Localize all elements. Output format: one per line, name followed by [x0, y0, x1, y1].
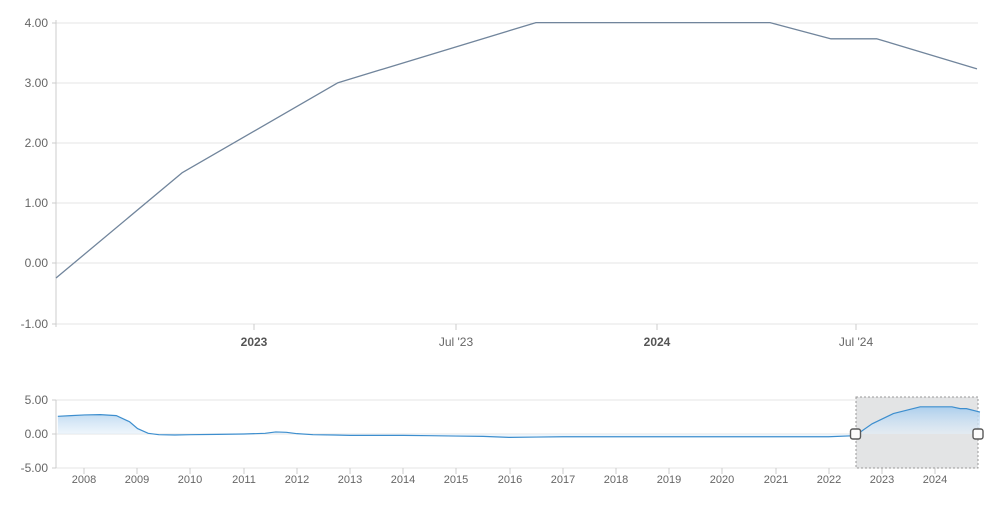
svg-text:2019: 2019 — [657, 474, 681, 486]
svg-text:Jul '23: Jul '23 — [439, 335, 474, 349]
svg-text:Jul '24: Jul '24 — [839, 335, 874, 349]
svg-text:0.00: 0.00 — [25, 256, 49, 270]
svg-text:2008: 2008 — [72, 474, 96, 486]
svg-text:2024: 2024 — [923, 474, 947, 486]
svg-text:2024: 2024 — [644, 335, 671, 349]
svg-text:2016: 2016 — [498, 474, 522, 486]
svg-text:2023: 2023 — [241, 335, 268, 349]
svg-text:2010: 2010 — [178, 474, 202, 486]
svg-text:-5.00: -5.00 — [21, 461, 49, 475]
svg-text:0.00: 0.00 — [25, 427, 49, 441]
svg-text:1.00: 1.00 — [25, 196, 49, 210]
svg-text:4.00: 4.00 — [25, 16, 49, 30]
svg-text:2009: 2009 — [125, 474, 149, 486]
svg-text:2011: 2011 — [232, 474, 256, 486]
svg-text:2021: 2021 — [764, 474, 788, 486]
svg-text:2018: 2018 — [604, 474, 628, 486]
svg-text:3.00: 3.00 — [25, 76, 49, 90]
svg-text:2013: 2013 — [338, 474, 362, 486]
svg-text:2023: 2023 — [870, 474, 894, 486]
svg-text:2012: 2012 — [285, 474, 309, 486]
svg-text:2015: 2015 — [444, 474, 468, 486]
svg-text:2020: 2020 — [710, 474, 734, 486]
svg-text:2017: 2017 — [551, 474, 575, 486]
svg-text:2014: 2014 — [391, 474, 415, 486]
svg-text:2.00: 2.00 — [25, 136, 49, 150]
svg-text:-1.00: -1.00 — [21, 317, 49, 331]
svg-text:2022: 2022 — [817, 474, 841, 486]
svg-text:5.00: 5.00 — [25, 393, 49, 407]
